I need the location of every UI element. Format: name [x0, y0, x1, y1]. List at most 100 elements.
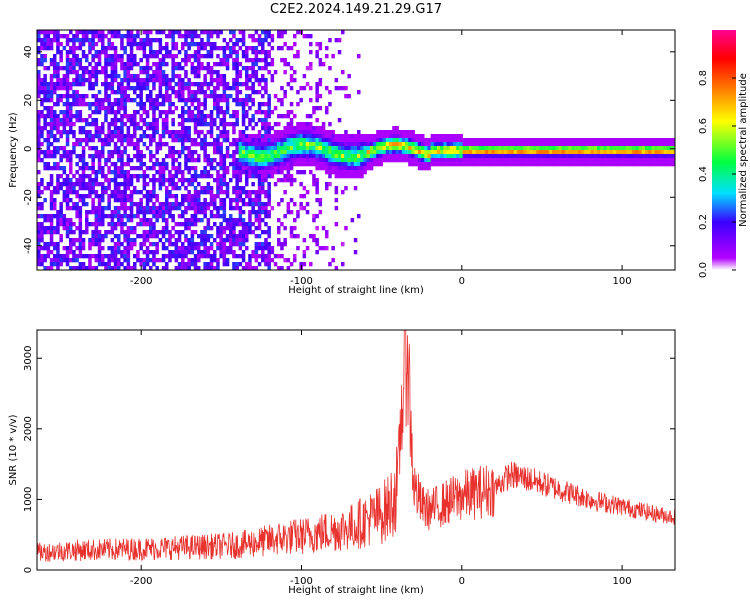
heatmap-cell — [273, 138, 278, 143]
heatmap-cell — [155, 50, 159, 55]
heatmap-cell — [232, 158, 236, 163]
heatmap-cell — [261, 42, 265, 47]
heatmap-cell — [78, 230, 83, 235]
heatmap-cell — [216, 106, 220, 111]
heatmap-cell — [302, 86, 307, 91]
heatmap-cell — [469, 142, 473, 147]
heatmap-cell — [133, 114, 137, 119]
heatmap-cell — [360, 150, 364, 155]
heatmap-cell — [395, 138, 399, 143]
heatmap-cell — [94, 182, 99, 187]
heatmap-cell — [277, 178, 281, 183]
heatmap-cell — [133, 166, 137, 171]
heatmap-cell — [216, 170, 220, 175]
heatmap-cell — [49, 166, 54, 171]
heatmap-cell — [485, 150, 489, 155]
heatmap-cell — [49, 238, 54, 243]
heatmap-cell — [155, 122, 159, 127]
heatmap-cell — [197, 154, 201, 159]
heatmap-cell — [133, 186, 137, 191]
heatmap-cell — [229, 86, 233, 91]
heatmap-cell — [165, 162, 169, 167]
heatmap-cell — [126, 126, 131, 131]
heatmap-cell — [254, 202, 259, 207]
heatmap-cell — [411, 154, 415, 159]
heatmap-cell — [603, 142, 607, 147]
heatmap-cell — [142, 250, 147, 255]
heatmap-cell — [40, 190, 44, 195]
heatmap-cell — [245, 70, 249, 75]
heatmap-cell — [184, 62, 188, 67]
heatmap-cell — [222, 178, 227, 183]
heatmap-cell — [353, 238, 358, 243]
heatmap-cell — [629, 154, 633, 159]
heatmap-cell — [219, 254, 223, 259]
heatmap-cell — [430, 142, 435, 147]
heatmap-cell — [267, 130, 271, 135]
heatmap-cell — [264, 126, 268, 131]
heatmap-cell — [152, 242, 156, 247]
heatmap-cell — [520, 162, 524, 167]
heatmap-cell — [197, 46, 201, 51]
heatmap-cell — [427, 166, 431, 171]
heatmap-cell — [337, 174, 342, 179]
heatmap-cell — [312, 142, 316, 147]
heatmap-cell — [283, 178, 287, 183]
heatmap-cell — [328, 138, 332, 143]
heatmap-cell — [117, 210, 121, 215]
heatmap-cell — [101, 138, 105, 143]
heatmap-cell — [257, 198, 262, 203]
heatmap-cell — [181, 98, 185, 103]
heatmap-cell — [216, 230, 220, 235]
heatmap-cell — [635, 158, 639, 163]
heatmap-cell — [62, 146, 67, 151]
heatmap-cell — [97, 70, 102, 75]
heatmap-cell — [123, 186, 127, 191]
heatmap-cell — [88, 46, 92, 51]
heatmap-cell — [251, 102, 255, 107]
heatmap-cell — [209, 34, 214, 39]
heatmap-cell — [152, 38, 156, 43]
heatmap-cell — [337, 166, 342, 171]
heatmap-cell — [277, 114, 281, 119]
heatmap-cell — [507, 150, 511, 155]
heatmap-cell — [280, 246, 284, 251]
heatmap-cell — [91, 266, 95, 270]
heatmap-cell — [97, 182, 102, 187]
heatmap-cell — [267, 242, 271, 247]
heatmap-cell — [296, 134, 300, 139]
heatmap-cell — [229, 114, 233, 119]
heatmap-cell — [657, 158, 662, 163]
heatmap-cell — [571, 142, 575, 147]
heatmap-cell — [206, 250, 211, 255]
heatmap-cell — [53, 126, 57, 131]
heatmap-cell — [584, 150, 588, 155]
heatmap-cell — [136, 190, 140, 195]
heatmap-cell — [126, 162, 131, 167]
heatmap-cell — [501, 154, 505, 159]
heatmap-cell — [446, 138, 451, 143]
heatmap-cell — [315, 50, 319, 55]
heatmap-cell — [405, 142, 409, 147]
heatmap-cell — [238, 146, 243, 151]
heatmap-cell — [305, 158, 310, 163]
heatmap-cell — [232, 138, 236, 143]
heatmap-cell — [49, 58, 54, 63]
heatmap-cell — [315, 142, 319, 147]
heatmap-cell — [209, 186, 214, 191]
heatmap-cell — [113, 210, 118, 215]
heatmap-cell — [133, 130, 137, 135]
heatmap-cell — [257, 134, 262, 139]
heatmap-cell — [366, 158, 371, 163]
heatmap-cell — [181, 110, 185, 115]
heatmap-cell — [120, 38, 124, 43]
heatmap-cell — [75, 178, 79, 183]
heatmap-cell — [517, 146, 521, 151]
heatmap-cell — [187, 238, 191, 243]
heatmap-cell — [161, 158, 166, 163]
heatmap-cell — [241, 98, 246, 103]
heatmap-cell — [59, 262, 63, 267]
heatmap-cell — [309, 138, 313, 143]
heatmap-cell — [443, 150, 447, 155]
heatmap-cell — [81, 54, 86, 59]
